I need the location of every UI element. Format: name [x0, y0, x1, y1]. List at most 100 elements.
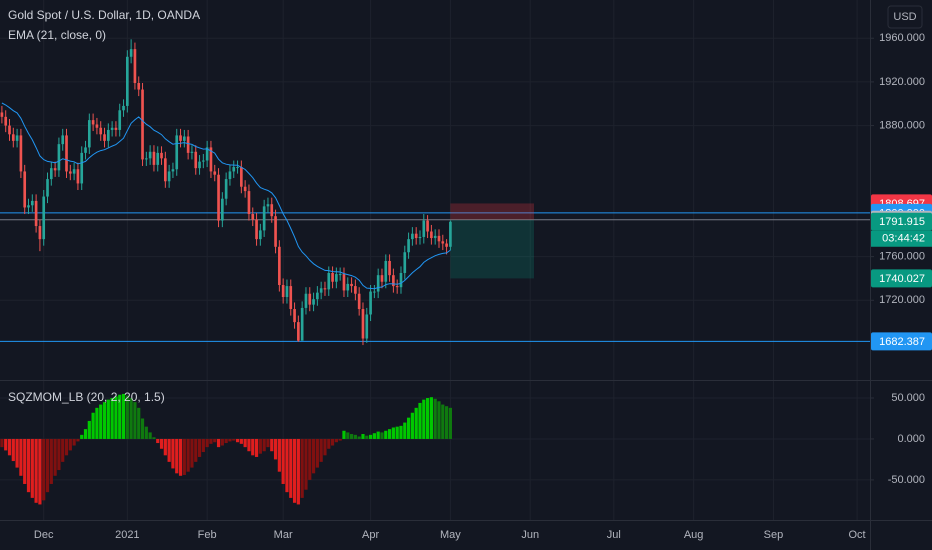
- candle-body: [46, 179, 49, 197]
- candle-body: [262, 206, 266, 231]
- momentum-bar: [23, 438, 27, 484]
- candle-body: [76, 169, 80, 184]
- candle-body: [148, 151, 152, 159]
- currency-label[interactable]: USD: [893, 11, 916, 23]
- candle-body: [433, 235, 437, 239]
- momentum-bar: [72, 438, 76, 446]
- candle-body: [236, 167, 239, 169]
- momentum-bar: [228, 438, 232, 442]
- momentum-bar: [437, 401, 441, 439]
- momentum-bar: [406, 417, 411, 439]
- price-label: 1791.915: [879, 216, 925, 228]
- candle-body: [57, 144, 61, 171]
- candle-body: [331, 272, 334, 282]
- momentum-bar: [239, 438, 243, 444]
- momentum-bar: [137, 407, 141, 439]
- momentum-bar: [281, 438, 285, 484]
- candle-body: [118, 110, 122, 130]
- candle-body: [414, 233, 418, 239]
- candle-body: [175, 135, 179, 170]
- momentum-bar: [368, 434, 373, 439]
- candle-body: [338, 274, 342, 276]
- momentum-bar: [99, 404, 103, 439]
- ema-line: [1, 102, 451, 290]
- candle-body: [316, 292, 319, 300]
- candle-body: [266, 204, 270, 207]
- candle-body: [407, 239, 410, 253]
- candle-body: [251, 214, 255, 220]
- momentum-bar: [129, 398, 133, 439]
- candle-body: [91, 120, 95, 125]
- momentum-bar: [391, 427, 395, 439]
- candle-body: [8, 125, 11, 135]
- momentum-bar: [441, 404, 445, 439]
- candle-body: [205, 147, 209, 161]
- x-tick-label: Oct: [849, 529, 866, 541]
- momentum-bar: [304, 438, 308, 490]
- candle-body: [384, 260, 388, 282]
- candle-body: [418, 236, 422, 239]
- candle-body: [224, 179, 228, 199]
- candle-body: [365, 314, 369, 339]
- candle-body: [68, 171, 72, 174]
- momentum-bar: [80, 434, 84, 439]
- momentum-bar: [194, 438, 198, 462]
- position-stop-zone: [450, 203, 535, 220]
- candle-body: [49, 168, 53, 180]
- momentum-bar: [270, 438, 274, 452]
- momentum-bar: [338, 438, 342, 441]
- momentum-bar: [315, 438, 319, 468]
- momentum-bar: [289, 438, 293, 498]
- momentum-bar: [277, 438, 281, 472]
- candle-body: [183, 136, 186, 141]
- price-label: 1740.027: [879, 273, 925, 285]
- currency-button[interactable]: [887, 5, 923, 29]
- momentum-bar: [140, 418, 145, 439]
- candle-body: [156, 152, 160, 165]
- candle-body: [342, 274, 346, 291]
- candle-body: [285, 286, 289, 298]
- momentum-bar: [144, 426, 148, 439]
- y-tick-label: 1760.000: [879, 251, 925, 263]
- ema-legend: EMA (21, close, 0): [8, 28, 106, 42]
- candle-body: [72, 169, 76, 174]
- momentum-bar: [159, 438, 164, 449]
- candle-body: [445, 243, 448, 247]
- momentum-bar: [346, 432, 350, 439]
- position-target-zone: [450, 219, 535, 279]
- momentum-bar: [353, 434, 357, 439]
- momentum-bar: [7, 438, 12, 456]
- momentum-bar: [254, 438, 259, 457]
- candle-body: [65, 135, 68, 172]
- candle-body: [19, 135, 23, 172]
- candle-body: [84, 147, 87, 153]
- candle-body: [289, 286, 293, 310]
- candle-body: [213, 171, 217, 175]
- momentum-bar: [410, 412, 414, 439]
- y-tick-label: -50.000: [888, 474, 925, 486]
- momentum-bar: [64, 438, 69, 456]
- momentum-bar: [182, 438, 186, 475]
- x-tick-label: Jul: [607, 529, 621, 541]
- candle-body: [30, 200, 34, 206]
- momentum-bar: [57, 438, 61, 471]
- candle-body: [240, 167, 243, 187]
- candle-body: [411, 233, 414, 240]
- candle-body: [221, 198, 224, 221]
- momentum-bar: [133, 402, 137, 439]
- x-tick-label: Feb: [198, 529, 217, 541]
- momentum-bar: [11, 438, 15, 462]
- y-tick-label: 50.000: [891, 392, 925, 404]
- price-label-box: [871, 212, 932, 231]
- momentum-bar: [258, 438, 262, 454]
- x-tick-label: 2021: [115, 529, 139, 541]
- momentum-bar: [384, 430, 388, 439]
- x-tick-label: Apr: [362, 529, 379, 541]
- momentum-bar: [201, 438, 205, 453]
- candle-body: [403, 252, 407, 273]
- momentum-bar: [0, 438, 4, 448]
- momentum-bar: [327, 438, 331, 449]
- momentum-bar: [186, 438, 190, 472]
